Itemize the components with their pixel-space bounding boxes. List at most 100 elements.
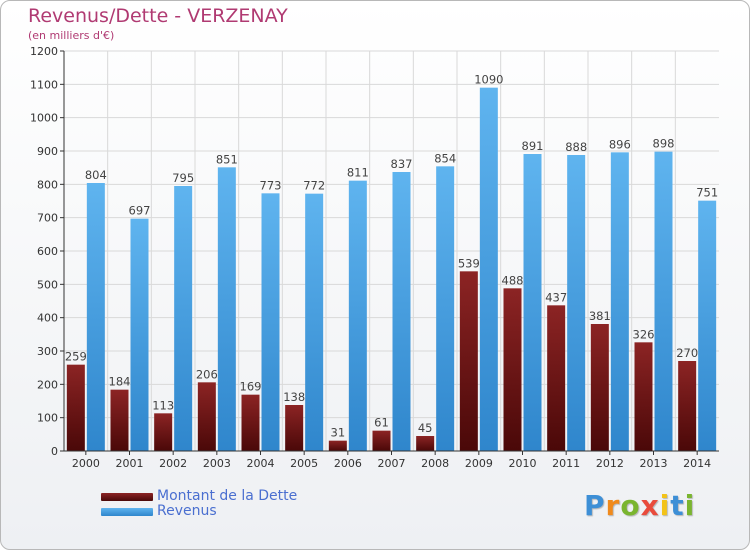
legend-label-revenus: Revenus	[157, 503, 217, 519]
logo-letter: i	[659, 489, 671, 522]
data-label: 184	[109, 375, 131, 389]
bar-revenus	[217, 167, 236, 452]
bar-dette	[154, 413, 173, 451]
x-tick-label: 2002	[159, 457, 187, 470]
bar-dette	[503, 288, 522, 451]
data-label: 772	[303, 179, 325, 193]
x-tick-label: 2004	[247, 457, 275, 470]
data-label: 437	[545, 290, 567, 304]
bar-revenus	[261, 193, 280, 452]
bars	[66, 87, 717, 452]
data-label: 851	[216, 152, 238, 166]
bar-revenus	[130, 218, 149, 451]
y-tick-label: 900	[37, 145, 58, 158]
x-tick-label: 2001	[116, 457, 144, 470]
y-tick-label: 1100	[30, 78, 58, 91]
logo-letter: x	[640, 489, 660, 522]
bar-revenus	[174, 186, 193, 451]
logo-letter: t	[670, 489, 685, 522]
y-tick-label: 0	[51, 445, 58, 458]
data-label: 898	[653, 137, 675, 151]
bar-revenus	[392, 172, 411, 451]
x-tick-label: 2003	[203, 457, 231, 470]
y-tick-label: 100	[37, 412, 58, 425]
y-tick-label: 1200	[30, 45, 58, 58]
chart-subtitle: (en milliers d'€)	[28, 29, 115, 42]
y-tick-label: 800	[37, 178, 58, 191]
data-label: 795	[172, 171, 194, 185]
legend-label-dette: Montant de la Dette	[157, 488, 298, 504]
bar-revenus	[86, 183, 105, 451]
legend-swatch-revenus	[101, 508, 153, 516]
bar-revenus	[654, 151, 673, 451]
data-label: 169	[240, 380, 262, 394]
bar-dette	[66, 364, 85, 451]
x-tick-label: 2000	[72, 457, 100, 470]
x-tick-label: 2007	[378, 457, 406, 470]
data-label: 270	[676, 346, 698, 360]
y-tick-label: 700	[37, 212, 58, 225]
bar-dette	[285, 405, 304, 451]
x-tick-label: 2011	[552, 457, 580, 470]
bar-revenus	[305, 193, 324, 451]
bar-dette	[110, 389, 129, 451]
x-tick-label: 2009	[465, 457, 493, 470]
data-label: 896	[609, 137, 631, 151]
logo-letter: r	[605, 489, 621, 522]
proxiti-logo: Proxiti	[584, 489, 695, 522]
data-labels: 259 804 184 697 113 795 206 851 169 773 138 772 31 81…	[65, 73, 718, 440]
bar-revenus	[698, 200, 717, 451]
x-tick-label: 2008	[421, 457, 449, 470]
data-label: 61	[374, 416, 389, 430]
y-tick-label: 300	[37, 345, 58, 358]
bar-revenus	[523, 154, 542, 451]
logo-letter: o	[620, 489, 641, 522]
data-label: 773	[260, 178, 282, 192]
bar-dette	[634, 342, 653, 451]
bar-revenus	[610, 152, 629, 452]
bar-dette	[678, 361, 697, 451]
data-label: 837	[391, 157, 413, 171]
data-label: 539	[458, 256, 480, 270]
bar-revenus	[436, 166, 455, 452]
bar-dette	[459, 271, 478, 451]
y-tick-label: 400	[37, 312, 58, 325]
y-tick-label: 600	[37, 245, 58, 258]
data-label: 811	[347, 166, 369, 180]
x-tick-label: 2010	[509, 457, 537, 470]
data-label: 888	[565, 140, 587, 154]
grid-lines	[64, 50, 719, 451]
y-tick-label: 200	[37, 378, 58, 391]
bar-dette	[372, 430, 391, 451]
x-tick-label: 2012	[596, 457, 624, 470]
bar-dette	[197, 382, 216, 451]
data-label: 1090	[474, 73, 503, 87]
x-tick-label: 2014	[683, 457, 711, 470]
data-label: 31	[331, 426, 346, 440]
bar-revenus	[567, 155, 586, 451]
data-label: 488	[502, 273, 524, 287]
x-tick-label: 2006	[334, 457, 362, 470]
data-label: 381	[589, 309, 611, 323]
y-tick-label: 500	[37, 278, 58, 291]
data-label: 854	[434, 151, 456, 165]
bar-dette	[590, 324, 609, 451]
data-label: 45	[418, 421, 433, 435]
data-label: 326	[633, 327, 655, 341]
bar-dette	[241, 394, 260, 451]
data-label: 259	[65, 350, 87, 364]
chart-title: Revenus/Dette - VERZENAY	[28, 5, 288, 27]
data-label: 138	[283, 390, 305, 404]
bar-revenus	[348, 180, 367, 451]
x-tick-label: 2005	[290, 457, 318, 470]
data-label: 751	[696, 186, 718, 200]
bar-revenus	[479, 87, 498, 452]
axes: 0 100 200 300 400 500 600 700 800 900 1000 1100 1200…	[30, 45, 719, 470]
bar-dette	[547, 305, 566, 451]
data-label: 206	[196, 367, 218, 381]
logo-letter: i	[684, 489, 696, 522]
bar-dette	[416, 436, 435, 451]
data-label: 891	[522, 139, 544, 153]
legend-swatch-dette	[101, 493, 153, 501]
